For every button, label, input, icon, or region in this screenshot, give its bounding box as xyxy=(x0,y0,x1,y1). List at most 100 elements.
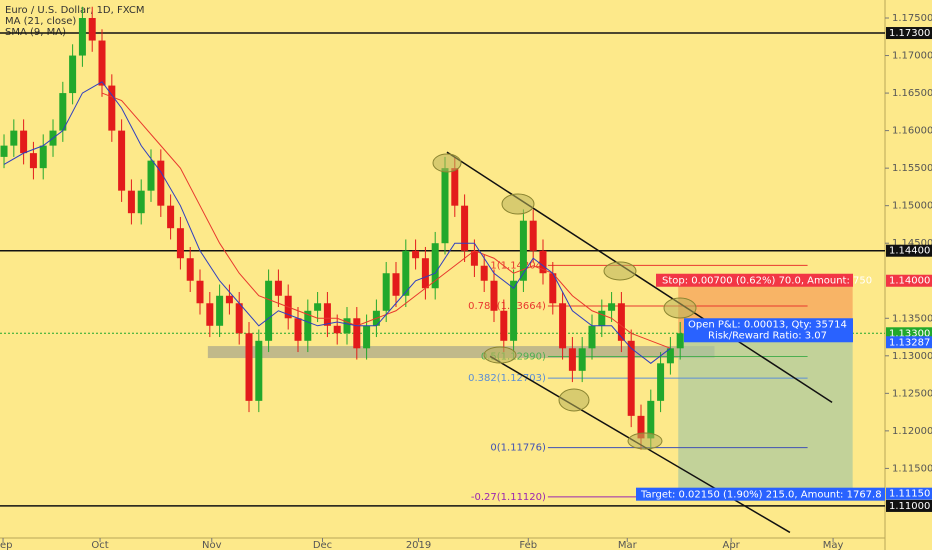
x-tick-label: Sep xyxy=(0,540,12,550)
candle-body xyxy=(98,40,106,86)
target-zone xyxy=(678,334,853,495)
candle-body xyxy=(147,160,155,191)
x-tick-label: Apr xyxy=(722,540,740,550)
x-tick-label: Mar xyxy=(618,540,638,550)
candle-body xyxy=(274,280,282,296)
candle-body xyxy=(186,258,194,281)
candle-body xyxy=(461,205,469,251)
price-label: 1.11150 xyxy=(889,489,930,500)
candle-body xyxy=(539,250,547,274)
candle-body xyxy=(88,18,96,41)
candle-body xyxy=(59,93,67,131)
candle-body xyxy=(20,130,28,154)
rr-label: Risk/Reward Ratio: 3.07 xyxy=(708,330,827,341)
x-tick-label: Dec xyxy=(313,540,332,550)
candle-body xyxy=(559,303,567,349)
y-tick-label: 1.13000 xyxy=(892,351,932,362)
candle-body xyxy=(588,325,596,349)
price-label-box xyxy=(886,27,932,40)
candle-body xyxy=(666,348,674,364)
candle-body xyxy=(578,348,586,371)
candle-body xyxy=(118,130,126,191)
candle-body xyxy=(451,168,459,206)
y-tick-label: 1.15000 xyxy=(892,201,932,212)
x-tick-label: Feb xyxy=(519,540,537,550)
candle-body xyxy=(608,303,616,311)
candle-body xyxy=(431,243,439,289)
candle-body xyxy=(647,400,655,439)
price-label: 1.13287 xyxy=(889,337,930,348)
candle-body xyxy=(157,160,165,206)
fib-label: 0.786(1.13664) xyxy=(468,301,546,312)
y-tick-label: 1.16500 xyxy=(892,88,932,99)
candle-body xyxy=(470,250,478,266)
highlight xyxy=(558,388,590,412)
candle-body xyxy=(206,303,214,326)
candle-body xyxy=(29,153,37,169)
candle-body xyxy=(167,205,175,229)
highlight xyxy=(627,432,663,450)
candle-body xyxy=(294,318,302,341)
target-label: Target: 0.02150 (1.90%) 215.0, Amount: 1… xyxy=(640,490,882,501)
stop-label: Stop: 0.00700 (0.62%) 70.0, Amount: 750 xyxy=(662,276,872,287)
chart-title: Euro / U.S. Dollar, 1D, FXCM xyxy=(5,5,144,16)
candle-body xyxy=(510,280,518,341)
y-tick-label: 1.17000 xyxy=(892,51,932,62)
pnl-label-box xyxy=(684,318,853,343)
candle-body xyxy=(392,273,400,296)
candle-body xyxy=(637,415,645,439)
candle-body xyxy=(500,310,508,341)
y-tick-label: 1.17500 xyxy=(892,13,932,24)
price-label: 1.14000 xyxy=(889,276,930,287)
candle-body xyxy=(127,190,135,214)
price-label-box xyxy=(886,244,932,257)
candle-body xyxy=(363,325,371,349)
price-label-box xyxy=(886,336,932,349)
target-label-box xyxy=(636,487,885,501)
x-tick-label: May xyxy=(823,540,844,550)
moving-average xyxy=(3,81,671,364)
candle-body xyxy=(216,295,224,326)
y-tick-label: 1.13500 xyxy=(892,313,932,324)
candle-body xyxy=(412,250,420,259)
fib-label: 1(1.14204) xyxy=(490,260,546,271)
y-tick-label: 1.15500 xyxy=(892,163,932,174)
y-tick-label: 1.16000 xyxy=(892,126,932,137)
candle-body xyxy=(137,190,145,214)
candle-body xyxy=(235,303,243,334)
y-tick-label: 1.14500 xyxy=(892,238,932,249)
candle-body xyxy=(490,280,498,311)
candle-body xyxy=(353,318,361,349)
price-label: 1.14400 xyxy=(889,246,930,257)
candle-body xyxy=(568,348,576,371)
pnl-label: Open P&L: 0.00013, Qty: 35714 xyxy=(688,319,847,330)
highlight xyxy=(432,153,462,173)
y-tick-label: 1.11500 xyxy=(892,463,932,474)
candle-body xyxy=(245,333,253,401)
candle-body xyxy=(333,325,341,334)
highlights xyxy=(432,153,697,450)
candle-body xyxy=(343,318,351,334)
candle-body xyxy=(69,55,77,94)
candle-body xyxy=(304,310,312,341)
candle-body xyxy=(10,130,18,146)
highlight xyxy=(501,193,535,215)
fib-label: -0.27(1.11120) xyxy=(471,492,546,503)
candle-body xyxy=(323,303,331,326)
candle-body xyxy=(225,295,233,304)
candle-body xyxy=(0,145,8,157)
x-tick-label: Oct xyxy=(91,540,108,550)
candle-body xyxy=(529,220,537,251)
candle-body xyxy=(39,145,47,169)
highlight xyxy=(483,346,517,364)
candle-body xyxy=(676,333,684,349)
indicator-label: MA (21, close) xyxy=(5,16,76,27)
candle-body xyxy=(598,310,606,326)
price-label-box xyxy=(886,487,932,500)
candle-body xyxy=(480,265,488,281)
candle-body xyxy=(657,363,665,401)
candle-body xyxy=(255,340,263,401)
price-label: 1.13300 xyxy=(889,328,930,339)
candle-body xyxy=(441,168,449,244)
